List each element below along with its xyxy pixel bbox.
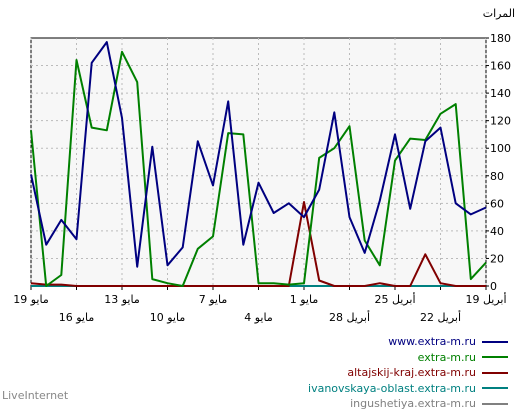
y-tick-label: 20 <box>490 252 504 265</box>
y-tick-label: 100 <box>490 142 511 155</box>
legend: www.extra-m.ru extra-m.ru altajskij-kraj.e… <box>148 334 508 412</box>
y-tick-label: 40 <box>490 225 504 238</box>
y-tick-label: 180 <box>490 32 511 45</box>
legend-swatch <box>482 340 508 343</box>
x-tick-label: 10 مايو <box>150 311 186 324</box>
legend-item: ivanovskaya-oblast.extra-m.ru <box>148 381 508 397</box>
x-tick-label: 28 أبريل <box>329 310 370 324</box>
x-tick-label: 25 أبريل <box>374 292 415 306</box>
series-line <box>30 41 487 268</box>
y-tick-label: 0 <box>490 280 497 293</box>
brand-label: LiveInternet <box>2 389 69 402</box>
x-tick-label: 16 مايو <box>59 311 95 324</box>
legend-label: extra-m.ru <box>417 350 476 364</box>
y-tick-label: 80 <box>490 170 504 183</box>
legend-item: ingushetiya.extra-m.ru <box>148 396 508 412</box>
legend-label: ingushetiya.extra-m.ru <box>350 397 476 411</box>
legend-swatch <box>482 402 508 405</box>
y-axis: 0 20 40 60 80 100 120 140 160 180 <box>486 32 511 293</box>
x-tick-label: 13 مايو <box>104 293 140 306</box>
legend-swatch <box>482 356 508 359</box>
y-tick-label: 60 <box>490 197 504 210</box>
legend-label: www.extra-m.ru <box>388 335 476 349</box>
series-line <box>30 201 486 287</box>
x-tick-label: 19 أبريل <box>465 292 506 306</box>
legend-item: altajskij-kraj.extra-m.ru <box>148 365 508 381</box>
legend-swatch <box>482 371 508 374</box>
y-axis-title: المرات <box>483 7 515 20</box>
x-axis: 19 مايو 16 مايو 13 مايو 10 مايو 7 مايو 4 مايو… <box>13 286 507 324</box>
series-lines <box>30 41 487 287</box>
grid-lines <box>30 38 487 286</box>
x-tick-label: 4 مايو <box>244 311 273 324</box>
legend-item: extra-m.ru <box>148 350 508 366</box>
x-tick-label: 22 أبريل <box>420 310 461 324</box>
x-tick-label: 1 مايو <box>290 293 319 306</box>
series-line <box>30 50 487 287</box>
legend-label: ivanovskaya-oblast.extra-m.ru <box>308 381 476 395</box>
y-tick-label: 160 <box>490 60 511 73</box>
x-tick-label: 19 مايو <box>13 293 49 306</box>
y-tick-label: 120 <box>490 115 511 128</box>
y-tick-label: 140 <box>490 87 511 100</box>
x-tick-label: 7 مايو <box>199 293 228 306</box>
legend-item: www.extra-m.ru <box>148 334 508 350</box>
legend-swatch <box>482 387 508 390</box>
legend-label: altajskij-kraj.extra-m.ru <box>347 366 476 380</box>
